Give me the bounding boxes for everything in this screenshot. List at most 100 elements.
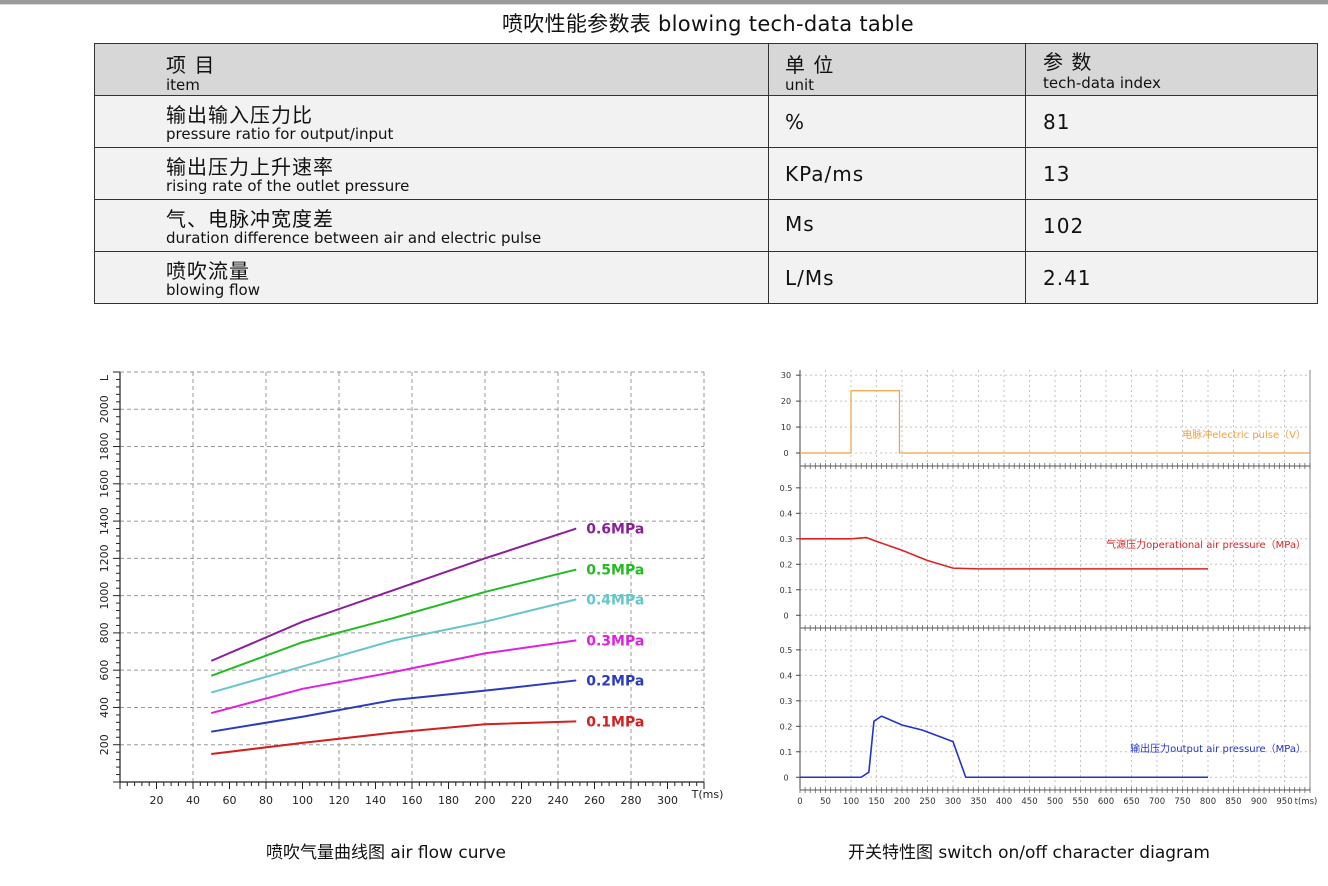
x-tick-label: 800: [1200, 797, 1216, 807]
series-line-0.6MPa: [210, 527, 577, 662]
row-value: 81: [1025, 95, 1318, 148]
spec-table: 项 目 item 单 位 unit 参 数 tech-data index 输出…: [94, 43, 1318, 304]
x-tick-label: 300: [945, 797, 961, 807]
y-tick-label: 0.1: [780, 586, 793, 595]
series-line-0.5MPa: [210, 568, 577, 677]
row-value: 13: [1025, 147, 1318, 200]
x-axis-label: T(ms): [691, 788, 724, 801]
panel-label: 电脉冲electric pulse（V）: [1182, 428, 1306, 441]
row-data-value: 13: [1043, 161, 1071, 186]
x-tick-label: 300: [657, 794, 678, 807]
y-axis-label: L: [98, 374, 111, 381]
row-item-en: rising rate of the outlet pressure: [166, 176, 410, 195]
x-tick-label: 280: [621, 794, 642, 807]
row-value: 102: [1025, 199, 1318, 252]
x-tick-label: 200: [475, 794, 496, 807]
table-header-row: 项 目 item 单 位 unit 参 数 tech-data index: [94, 43, 1318, 96]
row-item-en: blowing flow: [166, 280, 260, 299]
row-item-en: duration difference between air and elec…: [166, 228, 542, 247]
header-unit-en: unit: [785, 75, 815, 94]
row-data-value: 102: [1043, 213, 1085, 238]
air-flow-grid: [120, 371, 705, 782]
x-tick-label: 100: [843, 797, 859, 807]
panel-label: 气源压力operational air pressure（MPa）: [1106, 538, 1306, 551]
switch-character-chart: 0 10 20 30 电脉冲electric pulse（V） 0 0.1 0.2 0.3 0.4…: [780, 370, 1318, 807]
header-item-zh: 项 目: [166, 52, 216, 77]
x-tick-label: 600: [1098, 797, 1114, 807]
table-row: 输出压力上升速率 rising rate of the outlet press…: [94, 147, 1318, 200]
x-tick-label: 950: [1276, 797, 1292, 807]
window-top-line: [0, 4, 1328, 5]
y-tick-label: 0.1: [780, 748, 793, 757]
x-tick-label: 50: [820, 797, 831, 807]
header-index: 参 数 tech-data index: [1025, 43, 1318, 96]
y-tick-label: 0.4: [780, 671, 793, 680]
y-tick-label: 0.3: [780, 697, 793, 706]
row-unit: L/Ms: [768, 251, 1026, 304]
row-unit: %: [768, 95, 1026, 148]
header-index-zh: 参 数: [1043, 49, 1093, 74]
x-axis-label: t(ms): [1295, 797, 1318, 807]
y-tick-label: 0.2: [780, 560, 793, 569]
y-tick-label: 0.5: [780, 646, 793, 655]
y-tick-label: 0.5: [780, 484, 793, 493]
series-line-0.4MPa: [210, 598, 577, 694]
x-tick-label: 550: [1072, 797, 1088, 807]
page-title: 喷吹性能参数表 blowing tech-data table: [501, 12, 915, 36]
row-unit: Ms: [768, 199, 1026, 252]
x-tick-label: 240: [548, 794, 569, 807]
y-tick-label: 2000: [98, 395, 111, 423]
x-tick-label: 180: [438, 794, 459, 807]
x-tick-label: 750: [1174, 797, 1190, 807]
x-tick-label: 400: [996, 797, 1012, 807]
series-label: 0.4MPa: [586, 592, 644, 608]
row-item-zh: 气、电脉冲宽度差: [166, 206, 334, 231]
row-item: 输出压力上升速率 rising rate of the outlet press…: [94, 147, 769, 200]
y-tick-label: 1600: [98, 470, 111, 498]
x-tick-label: 500: [1047, 797, 1063, 807]
x-tick-label: 250: [919, 797, 935, 807]
series-label: 0.3MPa: [586, 633, 644, 649]
y-tick-label: 0: [783, 611, 788, 620]
y-tick-label: 1800: [98, 433, 111, 461]
switch-axes: [796, 370, 1311, 793]
air-flow-lines: [210, 527, 577, 756]
y-tick-label: 20: [781, 397, 791, 406]
panel-line-1: [800, 536, 1208, 570]
y-tick-label: 0: [783, 773, 788, 782]
series-label: 0.1MPa: [586, 714, 644, 730]
row-unit-value: %: [785, 109, 806, 134]
header-item-en: item: [166, 75, 200, 94]
y-tick-label: 600: [98, 660, 111, 681]
header-item: 项 目 item: [94, 43, 769, 96]
row-item-zh: 喷吹流量: [166, 258, 250, 283]
switch-caption: 开关特性图 switch on/off character diagram: [848, 843, 1210, 863]
x-tick-label: 450: [1021, 797, 1037, 807]
row-data-value: 81: [1043, 109, 1071, 134]
y-tick-label: 800: [98, 622, 111, 643]
row-item: 喷吹流量 blowing flow: [94, 251, 769, 304]
row-data-value: 2.41: [1043, 265, 1092, 290]
series-label: 0.2MPa: [586, 673, 644, 689]
table-row: 喷吹流量 blowing flow L/Ms 2.41: [94, 251, 1318, 304]
y-tick-label: 1000: [98, 582, 111, 610]
series-label: 0.6MPa: [586, 522, 644, 538]
y-tick-label: 10: [781, 423, 791, 432]
header-index-en: tech-data index: [1043, 73, 1161, 92]
y-tick-label: 400: [98, 697, 111, 718]
x-tick-label: 100: [292, 794, 313, 807]
air-flow-caption: 喷吹气量曲线图 air flow curve: [266, 843, 506, 863]
row-unit: KPa/ms: [768, 147, 1026, 200]
row-item-en: pressure ratio for output/input: [166, 124, 394, 143]
x-tick-label: 200: [894, 797, 910, 807]
y-tick-label: 0.3: [780, 535, 793, 544]
y-tick-label: 1200: [98, 544, 111, 572]
x-tick-label: 140: [365, 794, 386, 807]
table-row: 气、电脉冲宽度差 duration difference between air…: [94, 199, 1318, 252]
row-unit-value: KPa/ms: [785, 161, 865, 186]
y-tick-label: 0.4: [780, 509, 793, 518]
x-tick-label: 20: [150, 794, 164, 807]
air-flow-chart: 20 40 60 80 100 120 140 160 180 200 220 240 260 280 30…: [98, 371, 724, 807]
series-line-0.3MPa: [210, 639, 577, 715]
y-tick-label: 0: [783, 449, 788, 458]
